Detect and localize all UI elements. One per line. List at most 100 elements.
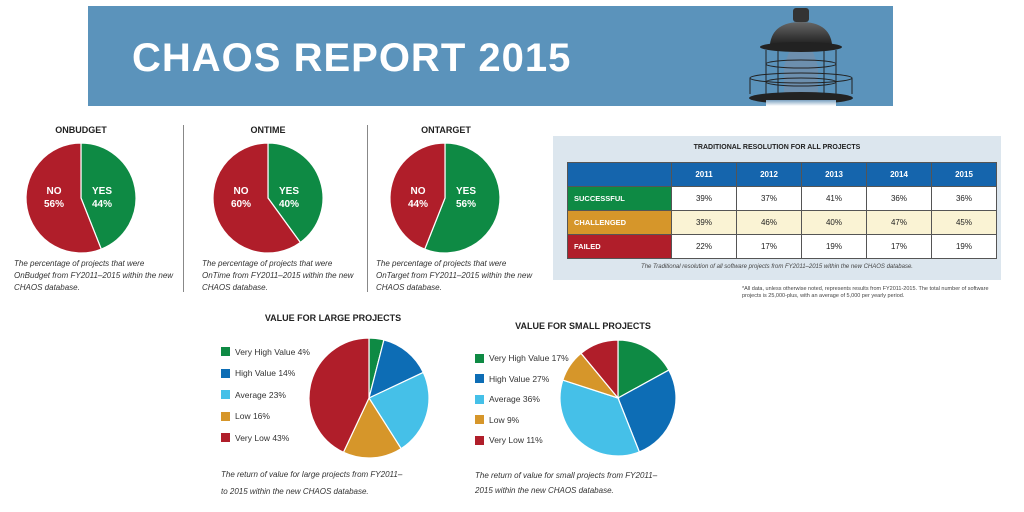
banner: CHAOS REPORT 2015 bbox=[88, 6, 893, 106]
legend-label: High Value 27% bbox=[489, 373, 550, 384]
value-pies bbox=[308, 337, 677, 459]
legend-swatch bbox=[475, 394, 484, 404]
legend-swatch bbox=[475, 415, 484, 425]
corner-cell bbox=[567, 162, 672, 187]
divider bbox=[183, 125, 184, 292]
table-cell: 39% bbox=[671, 186, 737, 211]
legend-item: Very Low 11% bbox=[475, 430, 569, 451]
slice-value: 44% bbox=[408, 199, 428, 210]
large-legend: Very High Value 4% High Value 14% Average … bbox=[221, 341, 310, 449]
legend-item: Low 16% bbox=[221, 406, 310, 428]
row-header: SUCCESSFUL bbox=[567, 186, 672, 211]
ontime-caption: The percentage of projects that were OnT… bbox=[202, 259, 354, 292]
legend-swatch bbox=[475, 435, 484, 445]
legend-label: Low 9% bbox=[489, 414, 520, 425]
legend-label: High Value 14% bbox=[235, 368, 296, 379]
ontarget-title: ONTARGET bbox=[421, 125, 471, 135]
slice-label: NO bbox=[411, 186, 426, 197]
column-header: 2011 bbox=[671, 162, 737, 187]
table-cell: 36% bbox=[866, 186, 932, 211]
caption-line: to 2015 within the new CHAOS database. bbox=[221, 487, 369, 496]
large-pie-slice-4 bbox=[308, 337, 370, 454]
ontime-title: ONTIME bbox=[250, 125, 286, 135]
row-header: CHALLENGED bbox=[567, 210, 672, 235]
table-cell: 37% bbox=[736, 186, 802, 211]
banner-title: CHAOS REPORT 2015 bbox=[132, 36, 572, 80]
pie-ontime-slice-0 bbox=[267, 142, 324, 244]
row-header: FAILED bbox=[567, 234, 672, 259]
caption-line: The return of value for large projects f… bbox=[221, 470, 403, 479]
small-pie-slice-0 bbox=[617, 339, 670, 400]
slice-value: 40% bbox=[279, 199, 299, 210]
small-caption: The return of value for small projects f… bbox=[475, 468, 715, 498]
legend-item: Average 23% bbox=[221, 384, 310, 406]
slice-value: 60% bbox=[231, 199, 251, 210]
legend-item: Very High Value 4% bbox=[221, 341, 310, 363]
legend-swatch bbox=[221, 368, 230, 378]
slice-label: NO bbox=[47, 186, 62, 197]
pie-ontarget-slice-1 bbox=[389, 142, 446, 250]
table-cell: 17% bbox=[866, 234, 932, 259]
small-pie-slice-2 bbox=[559, 379, 641, 457]
legend-label: Very High Value 4% bbox=[235, 346, 310, 357]
onbudget-caption: The percentage of projects that were OnB… bbox=[14, 259, 174, 292]
legend-item: Very Low 43% bbox=[221, 427, 310, 449]
legend-item: Low 9% bbox=[475, 410, 569, 431]
resolution-table: 2011 2012 2013 2014 2015 SUCCESSFUL 39% 37% 41%… bbox=[567, 162, 997, 259]
slice-value: 56% bbox=[456, 199, 476, 210]
slice-value: 56% bbox=[44, 199, 64, 210]
legend-item: High Value 27% bbox=[475, 369, 569, 390]
slice-label: YES bbox=[279, 186, 299, 197]
table-title: TRADITIONAL RESOLUTION FOR ALL PROJECTS bbox=[693, 144, 861, 151]
small-pie-slice-1 bbox=[617, 369, 677, 453]
column-header: 2013 bbox=[801, 162, 867, 187]
legend-item: Average 36% bbox=[475, 389, 569, 410]
legend-label: Very Low 43% bbox=[235, 432, 290, 443]
yes-no-pies: YES 44% NO 56% YES 40% NO 60% YES 56% NO 44% bbox=[25, 142, 501, 254]
legend-label: Average 23% bbox=[235, 389, 286, 400]
pie-onbudget-slice-1 bbox=[25, 142, 103, 254]
lighthouse-illustration bbox=[749, 8, 853, 106]
caption-line: 2015 within the new CHAOS database. bbox=[475, 486, 614, 495]
small-legend: Very High Value 17% High Value 27% Average… bbox=[475, 348, 569, 451]
table-row: CHALLENGED 39% 46% 40% 47% 45% bbox=[567, 210, 997, 235]
legend-swatch bbox=[221, 390, 230, 400]
column-header: 2012 bbox=[736, 162, 802, 187]
small-projects-title: VALUE FOR SMALL PROJECTS bbox=[515, 321, 651, 331]
large-pie-slice-3 bbox=[342, 396, 402, 459]
table-cell: 19% bbox=[931, 234, 997, 259]
legend-label: Very High Value 17% bbox=[489, 353, 569, 364]
table-row: FAILED 22% 17% 19% 17% 19% bbox=[567, 234, 997, 259]
small-pie-slice-4 bbox=[580, 339, 619, 400]
large-pie-slice-1 bbox=[368, 339, 425, 400]
table-cell: 47% bbox=[866, 210, 932, 235]
table-cell: 22% bbox=[671, 234, 737, 259]
onbudget-title: ONBUDGET bbox=[55, 125, 107, 135]
legend-swatch bbox=[475, 353, 484, 363]
large-pie-slice-2 bbox=[368, 371, 430, 450]
ontarget-caption: The percentage of projects that were OnT… bbox=[376, 259, 533, 292]
pie-ontarget-slice-0 bbox=[423, 142, 501, 254]
column-header: 2015 bbox=[931, 162, 997, 187]
legend-label: Average 36% bbox=[489, 394, 540, 405]
pie-ontime-slice-1 bbox=[212, 142, 302, 254]
legend-item: Very High Value 17% bbox=[475, 348, 569, 369]
table-cell: 46% bbox=[736, 210, 802, 235]
large-projects-title: VALUE FOR LARGE PROJECTS bbox=[264, 313, 402, 323]
legend-label: Low 16% bbox=[235, 411, 270, 422]
legend-swatch bbox=[475, 374, 484, 384]
table-caption: The Traditional resolution of all softwa… bbox=[641, 264, 913, 270]
legend-swatch bbox=[221, 347, 230, 357]
table-cell: 39% bbox=[671, 210, 737, 235]
table-cell: 45% bbox=[931, 210, 997, 235]
divider bbox=[367, 125, 368, 292]
legend-swatch bbox=[221, 411, 230, 421]
slice-label: YES bbox=[456, 186, 476, 197]
slice-label: YES bbox=[92, 186, 112, 197]
resolution-panel: TRADITIONAL RESOLUTION FOR ALL PROJECTS … bbox=[553, 136, 1001, 280]
table-cell: 17% bbox=[736, 234, 802, 259]
column-header: 2014 bbox=[866, 162, 932, 187]
table-cell: 40% bbox=[801, 210, 867, 235]
table-row: SUCCESSFUL 39% 37% 41% 36% 36% bbox=[567, 186, 997, 211]
table-cell: 36% bbox=[931, 186, 997, 211]
